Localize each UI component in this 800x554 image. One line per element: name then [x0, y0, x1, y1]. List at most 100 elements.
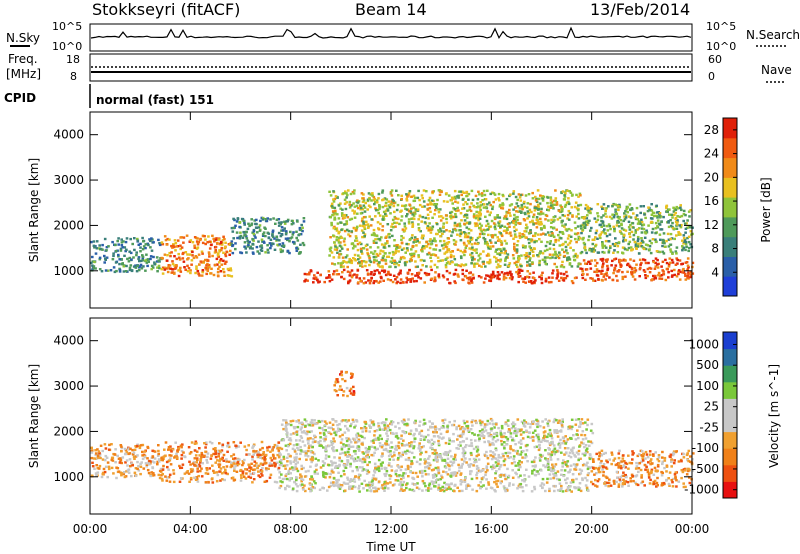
power-cell-1 — [165, 259, 169, 262]
velocity-cell-2 — [291, 447, 295, 450]
power-cell-4 — [429, 265, 433, 268]
power-cell-4 — [391, 226, 395, 229]
velocity-cell-2 — [494, 472, 497, 475]
velocity-cell-0 — [103, 443, 107, 446]
power-cell-5 — [678, 259, 682, 262]
velocity-cell-2 — [549, 477, 552, 480]
velocity-cell-2 — [503, 488, 507, 491]
power-cell-4 — [527, 238, 530, 241]
velocity-cell-0 — [98, 453, 102, 456]
power-cell-4 — [530, 210, 533, 214]
velocity-cell-2 — [311, 458, 314, 462]
velocity-cell-0 — [101, 449, 104, 453]
velocity-cell-2 — [436, 435, 440, 438]
velocity-cell-2 — [307, 469, 310, 473]
power-cell-2 — [261, 233, 265, 236]
power-cell-4 — [368, 215, 371, 218]
velocity-cell-2 — [546, 422, 550, 425]
velocity-cell-2 — [506, 424, 510, 427]
power-cell-4 — [414, 260, 417, 263]
power-cell-0 — [121, 246, 124, 249]
power-cell-4 — [544, 218, 547, 221]
power-cell-4 — [523, 230, 526, 233]
power-cell-0 — [145, 261, 149, 264]
power-cell-4 — [479, 212, 482, 215]
velocity-cell-0 — [143, 455, 147, 459]
velocity-cell-1 — [241, 470, 245, 473]
power-cell-4 — [352, 192, 356, 195]
power-cell-4 — [423, 259, 426, 262]
velocity-cell-2 — [324, 435, 328, 438]
power-cell-4 — [513, 242, 516, 246]
power-cell-3 — [406, 278, 409, 282]
velocity-cell-2 — [292, 444, 296, 447]
power-cell-4 — [400, 235, 403, 238]
power-cell-4 — [509, 234, 513, 237]
power-cell-4 — [364, 261, 368, 264]
velocity-cell-1 — [276, 453, 279, 457]
power-cell-4 — [359, 205, 362, 208]
velocity-cell-0 — [157, 444, 160, 447]
velocity-cell-2 — [484, 429, 488, 432]
power-cell-3 — [433, 276, 437, 279]
velocity-cell-2 — [280, 464, 283, 467]
power-cell-4 — [564, 240, 567, 244]
power-cell-0 — [129, 264, 133, 267]
power-cell-6 — [640, 221, 644, 224]
power-cell-4 — [389, 260, 393, 263]
power-cell-4 — [455, 195, 459, 198]
velocity-cell-2 — [454, 453, 457, 457]
velocity-cell-2 — [431, 474, 435, 477]
power-cell-4 — [414, 240, 418, 243]
velocity-cell-1 — [253, 464, 256, 467]
power-cell-4 — [347, 233, 350, 236]
velocity-cell-2 — [365, 449, 369, 452]
velocity-cell-2 — [546, 477, 549, 481]
power-cell-5 — [612, 271, 615, 275]
velocity-cell-2 — [535, 445, 538, 448]
power-cell-4 — [377, 227, 380, 230]
power-cell-6 — [622, 238, 626, 241]
power-cell-4 — [489, 211, 492, 214]
power-cell-4 — [345, 261, 349, 264]
power-cell-3 — [325, 276, 328, 280]
power-cell-3 — [332, 270, 336, 273]
power-cell-6 — [629, 223, 632, 227]
power-cell-2 — [271, 234, 274, 237]
power-cell-4 — [549, 204, 553, 207]
power-cell-5 — [587, 260, 591, 263]
velocity-cell-0 — [101, 471, 105, 475]
power-cell-3 — [515, 270, 518, 274]
power-cell-6 — [601, 244, 604, 247]
power-cell-4 — [385, 255, 389, 258]
power-cell-4 — [524, 194, 528, 197]
velocity-cell-2 — [504, 421, 508, 424]
power-cell-4 — [577, 217, 581, 220]
power-cell-0 — [133, 237, 136, 240]
power-cell-6 — [687, 210, 691, 213]
power-cell-4 — [474, 223, 478, 226]
power-cell-6 — [677, 231, 680, 234]
power-cell-2 — [245, 237, 249, 240]
power-cell-6 — [616, 244, 620, 248]
power-cell-4 — [361, 265, 364, 268]
power-cell-4 — [478, 193, 481, 196]
power-cell-5 — [689, 273, 693, 277]
power-cell-6 — [624, 214, 628, 217]
power-cell-5 — [667, 271, 670, 274]
velocity-cell-2 — [299, 445, 302, 449]
power-cell-4 — [453, 224, 457, 227]
velocity-cell-2 — [561, 418, 564, 421]
power-cell-3 — [565, 270, 568, 274]
power-cell-4 — [489, 192, 492, 196]
velocity-cell-2 — [558, 446, 562, 449]
velocity-cell-2 — [295, 433, 299, 436]
power-cell-4 — [501, 193, 505, 197]
power-cell-3 — [517, 269, 520, 273]
velocity-cell-2 — [366, 453, 370, 457]
power-cell-0 — [90, 261, 93, 265]
velocity-cell-2 — [558, 430, 561, 433]
power-cell-4 — [381, 218, 384, 221]
velocity-cell-2 — [338, 435, 342, 438]
power-cell-1 — [206, 266, 210, 269]
